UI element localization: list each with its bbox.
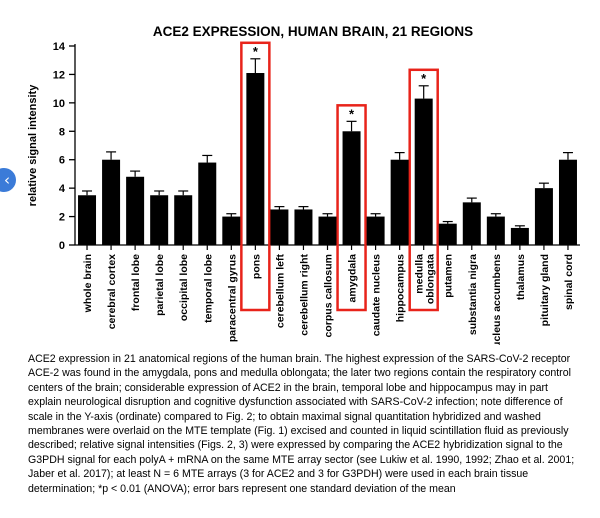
x-tick-label: whole brain: [82, 254, 94, 313]
bar: [414, 98, 433, 245]
x-tick-label: pituitary gland: [539, 254, 551, 326]
x-tick-label: putamen: [443, 254, 455, 298]
x-tick-label: parietal lobe: [154, 254, 166, 316]
bar: [318, 216, 337, 245]
x-tick-label: nucleus accumbens: [491, 254, 503, 345]
x-tick-label: cerebral cortex: [106, 254, 118, 329]
x-tick-label: occipital lobe: [178, 254, 190, 321]
highlight-box: [240, 41, 271, 312]
bar: [534, 188, 553, 245]
y-tick-label: 8: [59, 126, 65, 138]
x-tick-label: pons: [250, 254, 262, 279]
bar: [366, 216, 385, 245]
bar: [390, 159, 409, 245]
bar: [438, 223, 457, 245]
bar: [270, 209, 289, 245]
figure-caption: ACE2 expression in 21 anatomical regions…: [28, 353, 575, 495]
y-tick-label: 4: [59, 183, 66, 195]
x-tick-label: paracentral gyrus: [226, 254, 238, 342]
bar: [198, 162, 217, 245]
x-tick-label: spinal cord: [563, 254, 575, 310]
x-tick-label: substantia nigra: [467, 254, 479, 335]
bar: [294, 209, 313, 245]
x-tick-label: cerebellum right: [298, 254, 310, 336]
bar: [102, 159, 121, 245]
x-tick-label: cerebellum left: [274, 254, 286, 329]
x-tick-label: amygdala: [347, 254, 359, 303]
highlight-box: [408, 68, 439, 312]
bar: [510, 227, 529, 245]
bar: [150, 195, 169, 245]
x-tick-label: temporal lobe: [202, 254, 214, 323]
bar: [462, 202, 481, 245]
bar: [558, 159, 577, 245]
highlight-box: [336, 104, 367, 312]
y-tick-label: 6: [59, 155, 65, 167]
chart-title: ACE2 EXPRESSION, HUMAN BRAIN, 21 REGIONS: [153, 24, 473, 39]
y-tick-label: 2: [59, 212, 65, 224]
y-tick-label: 12: [53, 69, 65, 81]
y-tick-label: 10: [53, 98, 65, 110]
significance-marker: *: [253, 44, 259, 59]
x-tick-label: corpus callosum: [323, 254, 335, 337]
x-tick-label: frontal lobe: [130, 254, 142, 311]
bar: [246, 73, 265, 245]
y-axis-label: relative signal intensity: [27, 84, 39, 207]
bar: [126, 176, 145, 245]
bar: [174, 195, 193, 245]
x-tick-label: hippocampus: [395, 254, 407, 322]
bar: [486, 216, 505, 245]
x-tick-label: medullaoblongata: [414, 254, 437, 304]
bar: [342, 131, 361, 245]
y-tick-label: 0: [59, 240, 65, 252]
x-tick-label: thalamus: [515, 254, 527, 300]
previous-arrow-icon[interactable]: ‹: [0, 168, 16, 192]
bar-chart: ACE2 EXPRESSION, HUMAN BRAIN, 21 REGIONS…: [27, 24, 580, 345]
x-tick-label: caudate nucleus: [371, 254, 383, 336]
bar: [222, 216, 241, 245]
significance-marker: *: [421, 71, 427, 86]
y-tick-label: 14: [53, 41, 66, 53]
significance-marker: *: [349, 106, 355, 121]
bar: [78, 195, 97, 245]
